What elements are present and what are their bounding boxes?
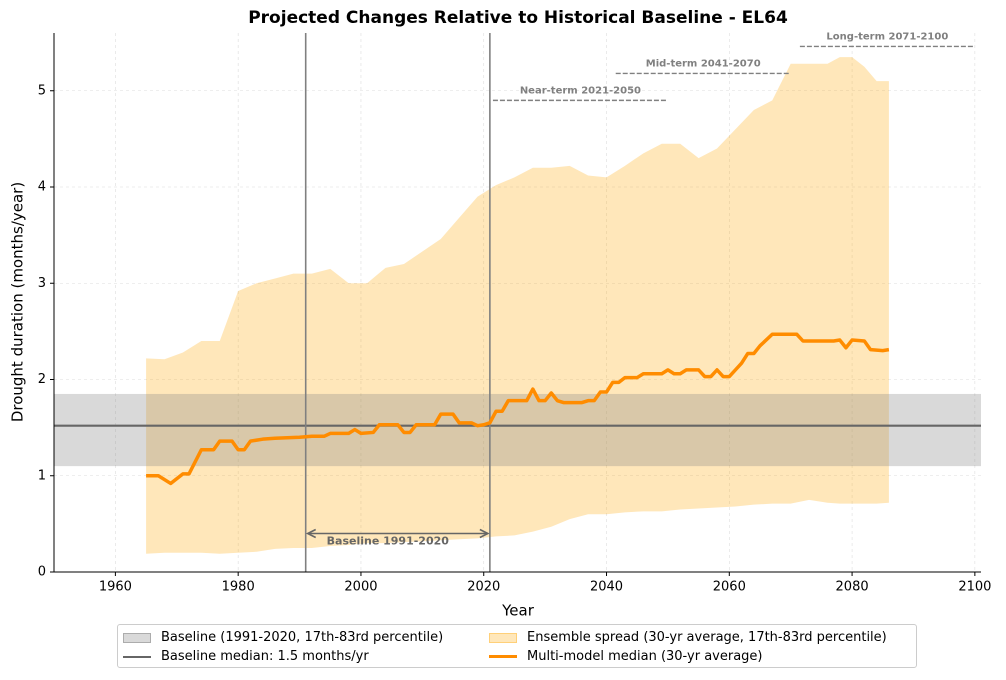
legend-swatch: [123, 655, 151, 658]
y-tick-label: 1: [38, 468, 46, 483]
y-axis-label: Drought duration (months/year): [9, 182, 27, 422]
period-label: Long-term 2071-2100: [826, 31, 948, 42]
legend-item: Ensemble spread (30-yr average, 17th-83r…: [489, 628, 909, 647]
x-tick-label: 1980: [222, 580, 255, 595]
legend-label: Baseline median: 1.5 months/yr: [161, 649, 369, 664]
x-tick-label: 2100: [958, 580, 991, 595]
y-tick-label: 0: [38, 565, 46, 580]
baseline-band: [54, 393, 981, 467]
x-tick-label: 2060: [713, 580, 746, 595]
chart-title: Projected Changes Relative to Historical…: [248, 8, 788, 28]
legend-label: Multi-model median (30-yr average): [527, 649, 763, 664]
chart: Projected Changes Relative to Historical…: [9, 8, 992, 620]
arrow-label: Baseline 1991-2020: [327, 535, 450, 548]
x-tick-label: 1960: [99, 580, 132, 595]
period-label: Near-term 2021-2050: [520, 85, 641, 96]
legend-swatch: [123, 632, 151, 643]
y-tick-label: 3: [38, 276, 46, 291]
legend-item: Baseline median: 1.5 months/yr: [123, 647, 489, 666]
median-line: [146, 332, 890, 486]
legend-label: Ensemble spread (30-yr average, 17th-83r…: [527, 630, 887, 645]
x-tick-label: 2040: [590, 580, 623, 595]
legend-item: Baseline (1991-2020, 17th-83rd percentil…: [123, 628, 489, 647]
y-tick-label: 2: [38, 372, 46, 387]
arrow-head: [305, 528, 490, 539]
legend-label: Baseline (1991-2020, 17th-83rd percentil…: [161, 630, 444, 645]
legend-item: Multi-model median (30-yr average): [489, 647, 909, 666]
ensemble-band: [146, 57, 889, 554]
x-tick-label: 2000: [344, 580, 377, 595]
y-tick-label: 5: [38, 83, 46, 98]
period-label: Mid-term 2041-2070: [646, 58, 761, 69]
legend-swatch: [489, 655, 517, 658]
x-axis-label: Year: [501, 602, 535, 620]
x-tick-label: 2020: [467, 580, 500, 595]
x-tick-label: 2080: [836, 580, 869, 595]
legend-swatch: [489, 632, 517, 643]
y-tick-label: 4: [38, 180, 46, 195]
legend: Baseline (1991-2020, 17th-83rd percentil…: [117, 624, 917, 668]
